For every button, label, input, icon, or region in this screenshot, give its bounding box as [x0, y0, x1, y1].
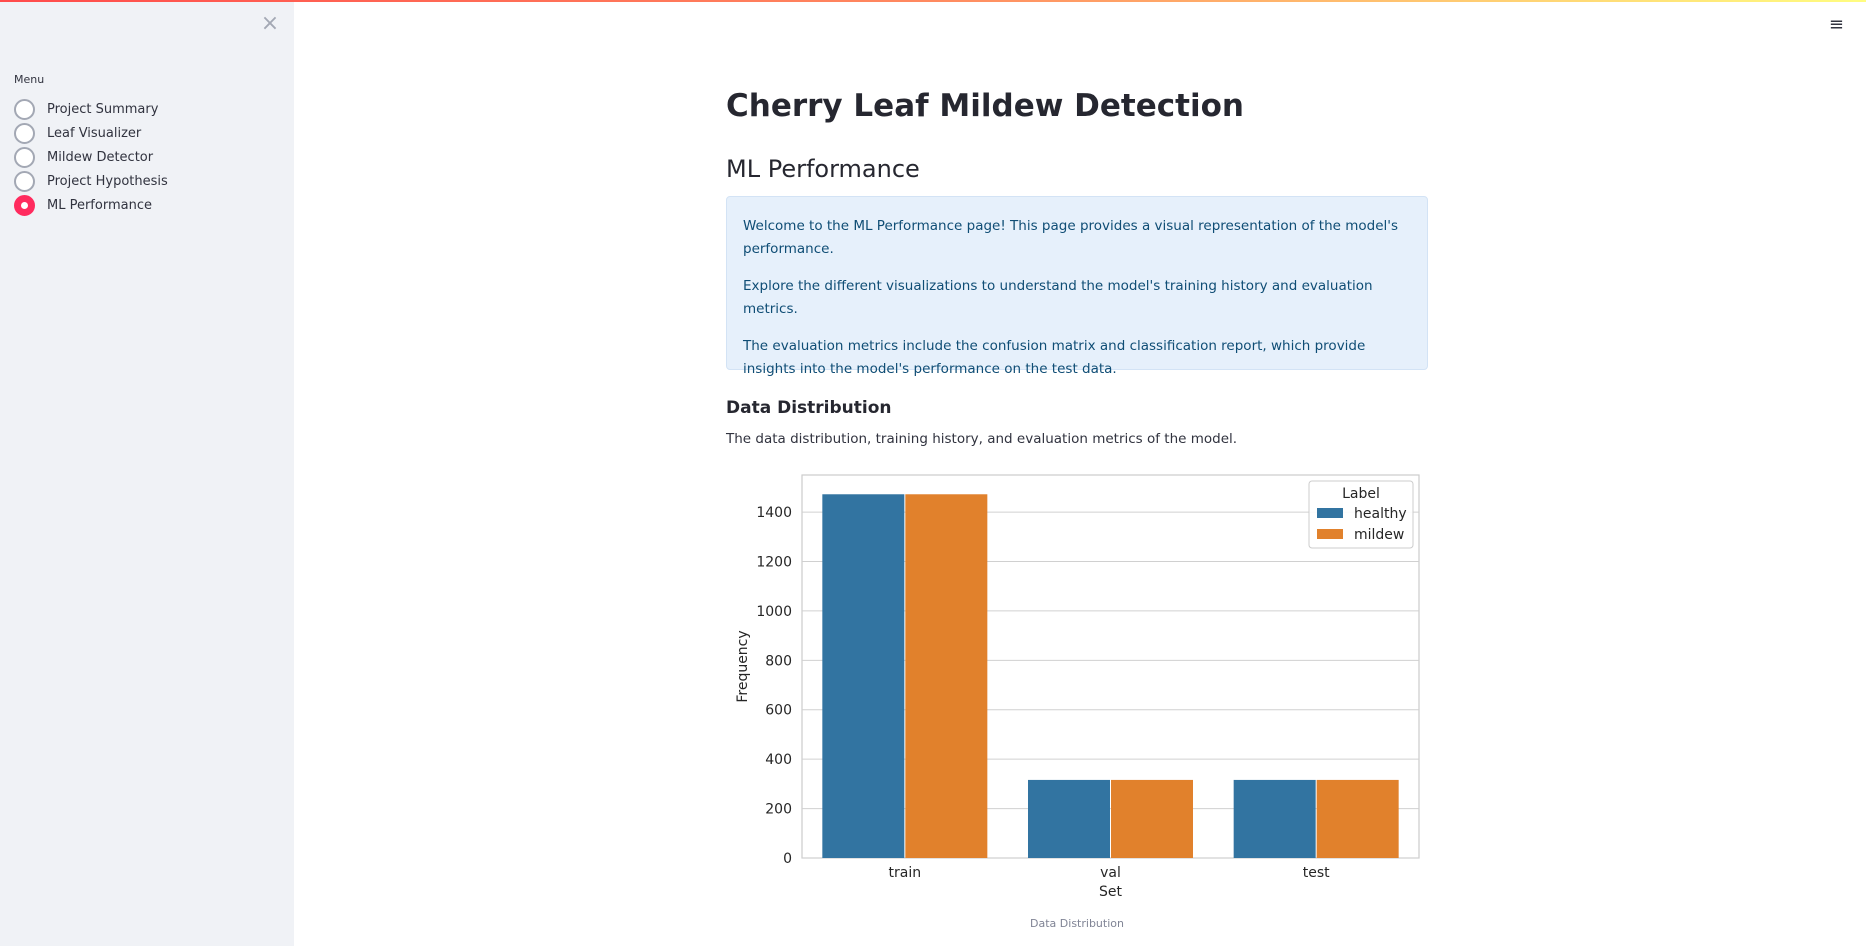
radio-button[interactable] [14, 146, 35, 168]
bar-mildew-train [905, 494, 988, 858]
legend-swatch-healthy [1317, 508, 1343, 518]
y-tick-label: 1200 [756, 554, 792, 570]
chart-caption: Data Distribution [1030, 917, 1124, 930]
section-heading: Data Distribution [726, 398, 892, 418]
menu-label: Menu [14, 73, 45, 86]
y-tick-label: 400 [765, 752, 792, 768]
data-distribution-chart: 0 200 400 600 800 1000 1200 1400 train val test Set… [735, 474, 1420, 900]
x-tick-label: train [889, 865, 922, 881]
bar-mildew-test [1316, 779, 1399, 858]
legend-label-mildew: mildew [1354, 527, 1404, 543]
radio-button-selected[interactable] [14, 194, 35, 216]
sidebar-item-label: Project Hypothesis [47, 173, 168, 189]
radio-button[interactable] [14, 170, 35, 192]
sidebar-item-label: Project Summary [47, 101, 159, 117]
info-paragraph: Welcome to the ML Performance page! This… [743, 218, 1399, 257]
radio-button[interactable] [14, 98, 35, 120]
chart-container: 0 200 400 600 800 1000 1200 1400 train val test Set… [726, 468, 1428, 928]
y-tick-label: 800 [765, 653, 792, 669]
y-tick-label: 600 [765, 703, 792, 719]
bar-healthy-train [822, 494, 905, 858]
radio-button[interactable] [14, 122, 35, 144]
bar-healthy-test [1233, 779, 1316, 858]
sidebar: × Menu Project Summary Leaf Visualizer M… [0, 0, 294, 946]
sidebar-item-leaf-visualizer[interactable]: Leaf Visualizer [14, 121, 168, 145]
y-tick-label: 0 [783, 851, 792, 867]
y-tick-label: 1000 [756, 604, 792, 620]
close-icon[interactable]: × [260, 11, 280, 36]
sidebar-item-mildew-detector[interactable]: Mildew Detector [14, 145, 168, 169]
sidebar-item-project-hypothesis[interactable]: Project Hypothesis [14, 169, 168, 193]
y-tick-label: 1400 [756, 505, 792, 521]
info-alert: Welcome to the ML Performance page! This… [726, 196, 1428, 377]
menu-radio-group: Project Summary Leaf Visualizer Mildew D… [14, 97, 168, 217]
bar-mildew-val [1111, 779, 1193, 858]
sidebar-item-label: Mildew Detector [47, 149, 154, 165]
x-axis-label: Set [1099, 884, 1123, 900]
page-title: Cherry Leaf Mildew Detection [726, 88, 1244, 124]
legend-swatch-mildew [1317, 529, 1343, 539]
page-subtitle: ML Performance [726, 155, 920, 183]
sidebar-item-label: ML Performance [47, 197, 152, 213]
top-decoration-bar [0, 0, 1866, 2]
section-description: The data distribution, training history,… [726, 431, 1238, 447]
x-tick-label: test [1303, 865, 1330, 881]
info-paragraph: Explore the different visualizations to … [743, 278, 1373, 317]
x-tick-label: val [1100, 865, 1121, 881]
legend-label-healthy: healthy [1354, 506, 1407, 522]
y-tick-label: 200 [765, 802, 792, 818]
sidebar-item-label: Leaf Visualizer [47, 125, 142, 141]
info-paragraph: The evaluation metrics include the confu… [743, 338, 1366, 377]
y-axis-label: Frequency [735, 630, 751, 702]
legend-title: Label [1342, 486, 1380, 502]
sidebar-item-project-summary[interactable]: Project Summary [14, 97, 168, 121]
sidebar-item-ml-performance[interactable]: ML Performance [14, 193, 168, 217]
bar-healthy-val [1028, 779, 1110, 858]
hamburger-menu-icon[interactable]: ≡ [1828, 14, 1844, 35]
